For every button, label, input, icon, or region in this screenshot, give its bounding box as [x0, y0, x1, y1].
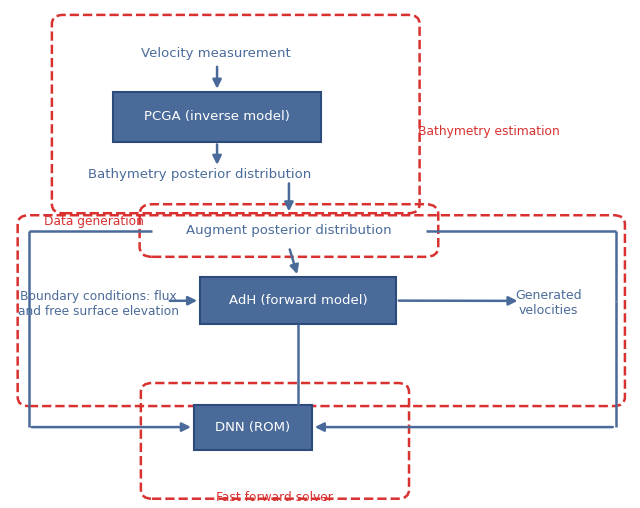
Text: Generated
velocities: Generated velocities: [515, 290, 582, 318]
FancyBboxPatch shape: [200, 277, 396, 325]
Text: Bathymetry posterior distribution: Bathymetry posterior distribution: [88, 168, 312, 181]
Text: DNN (ROM): DNN (ROM): [215, 421, 291, 434]
Text: Augment posterior distribution: Augment posterior distribution: [186, 224, 392, 237]
Text: Velocity measurement: Velocity measurement: [141, 47, 291, 60]
FancyBboxPatch shape: [194, 404, 312, 450]
Text: PCGA (inverse model): PCGA (inverse model): [144, 110, 290, 123]
FancyBboxPatch shape: [113, 91, 321, 142]
Text: Data generation: Data generation: [44, 215, 144, 228]
Text: AdH (forward model): AdH (forward model): [228, 294, 367, 307]
Text: Bathymetry estimation: Bathymetry estimation: [418, 125, 559, 138]
Text: Boundary conditions: flux
and free surface elevation: Boundary conditions: flux and free surfa…: [18, 291, 179, 319]
Text: Fast forward solver: Fast forward solver: [216, 491, 333, 504]
